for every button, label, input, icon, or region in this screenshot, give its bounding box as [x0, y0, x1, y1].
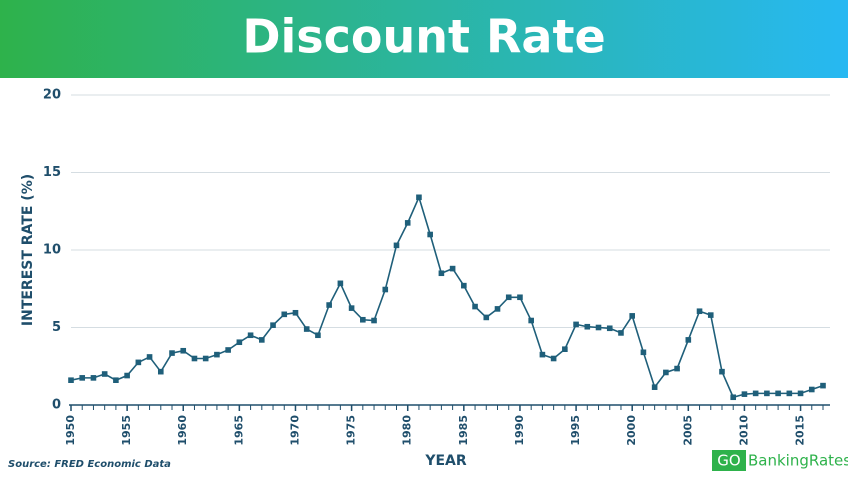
marker	[315, 332, 321, 339]
marker	[292, 309, 299, 316]
marker	[326, 302, 332, 308]
marker	[707, 312, 714, 318]
logo-go: GO	[717, 452, 740, 470]
marker	[797, 390, 804, 397]
marker	[404, 220, 411, 226]
y-tick-label: 15	[43, 165, 61, 180]
x-tick-label: 1960	[176, 415, 189, 446]
marker	[259, 337, 265, 343]
x-tick-label: 1995	[569, 415, 582, 446]
marker	[820, 382, 826, 389]
x-axis-label: YEAR	[424, 453, 467, 469]
marker	[202, 355, 209, 362]
marker	[124, 372, 130, 379]
marker	[663, 369, 669, 376]
marker	[606, 325, 613, 332]
y-tick-label: 0	[52, 398, 61, 413]
x-tick-label: 2005	[681, 415, 694, 446]
marker	[651, 384, 658, 390]
marker	[461, 282, 467, 289]
marker	[416, 194, 422, 201]
x-tick-label: 1970	[288, 415, 301, 446]
marker	[214, 351, 220, 358]
x-tick-label: 1950	[64, 415, 77, 446]
marker	[719, 368, 725, 375]
marker	[696, 308, 703, 315]
line	[70, 194, 824, 399]
marker	[528, 317, 534, 324]
marker	[236, 339, 243, 346]
marker	[427, 231, 433, 238]
x-tick-label: 2010	[737, 415, 750, 446]
marker	[247, 332, 254, 339]
marker	[360, 316, 366, 323]
marker	[786, 390, 793, 397]
marker	[90, 375, 97, 381]
marker	[348, 305, 355, 311]
y-tick-label: 20	[43, 88, 61, 103]
marker	[550, 355, 557, 362]
x-tick-label: 2015	[794, 415, 807, 446]
header	[0, 0, 848, 78]
marker	[775, 390, 781, 397]
marker	[562, 346, 568, 352]
marker	[505, 294, 512, 301]
y-axis-label: INTEREST RATE (%)	[20, 174, 36, 326]
marker	[393, 242, 400, 249]
marker	[449, 265, 456, 272]
marker	[595, 324, 602, 331]
marker	[573, 321, 579, 328]
marker	[303, 326, 310, 332]
marker	[640, 349, 647, 356]
marker	[157, 368, 164, 375]
marker	[191, 355, 198, 362]
marker	[730, 394, 737, 401]
marker	[438, 270, 445, 277]
marker	[618, 330, 624, 336]
chart-title: Discount Rate	[242, 10, 605, 64]
marker	[135, 359, 142, 366]
marker	[146, 354, 153, 360]
x-tick-label: 1985	[457, 415, 470, 446]
x-tick-label: 1965	[232, 415, 245, 446]
marker	[483, 314, 490, 321]
marker	[741, 391, 748, 397]
logo-box	[712, 450, 746, 471]
marker	[180, 347, 187, 354]
marker	[371, 317, 377, 324]
marker	[270, 322, 276, 328]
logo-name: BankingRates	[748, 452, 848, 470]
marker	[764, 390, 770, 397]
marker	[68, 377, 74, 383]
marker	[79, 375, 86, 381]
x-tick-label: 2000	[625, 415, 638, 446]
marker	[685, 337, 692, 343]
x-tick-label: 1980	[401, 415, 414, 446]
y-tick-label: 5	[52, 320, 61, 335]
marker	[472, 303, 478, 310]
marker	[539, 351, 546, 358]
marker	[169, 350, 175, 356]
marker	[281, 311, 288, 318]
marker	[808, 386, 815, 393]
marker	[101, 371, 108, 377]
marker	[494, 306, 501, 312]
marker	[382, 286, 389, 293]
x-tick-label: 1975	[345, 415, 358, 446]
marker	[225, 347, 231, 353]
marker	[629, 313, 635, 319]
marker	[517, 294, 523, 301]
x-tick-label: 1955	[120, 415, 133, 446]
marker	[674, 365, 680, 372]
x-tick-label: 1990	[513, 415, 526, 446]
marker	[584, 323, 591, 330]
y-tick-label: 10	[43, 243, 61, 258]
marker	[113, 377, 119, 383]
marker	[752, 390, 759, 397]
marker	[337, 280, 344, 287]
source: Source: FRED Economic Data	[8, 459, 171, 470]
